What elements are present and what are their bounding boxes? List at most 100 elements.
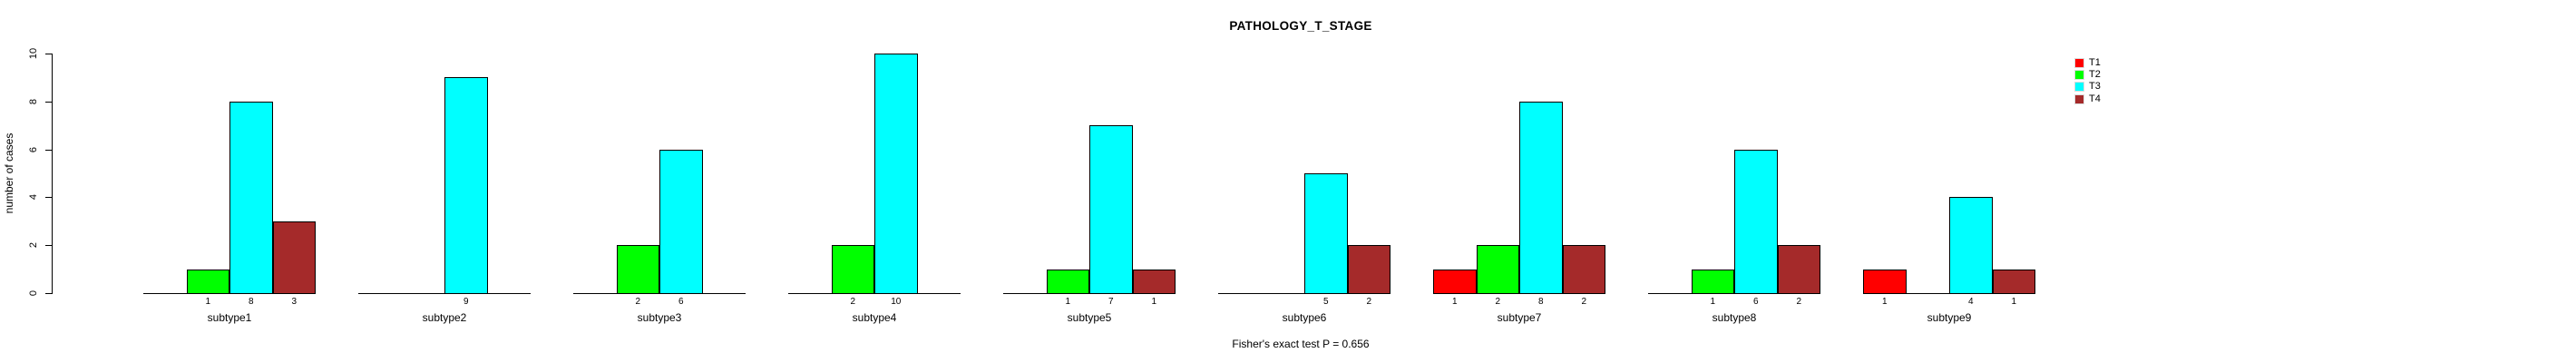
bar-T2-subtype7	[1476, 245, 1519, 294]
bar-T2-subtype8	[1691, 270, 1734, 294]
chart-title: PATHOLOGY_T_STAGE	[1229, 19, 1372, 33]
y-axis-tick-label: 4	[28, 193, 39, 201]
category-label: subtype7	[1497, 311, 1542, 324]
bar-value-label: 1	[1451, 297, 1458, 307]
bar-value-label: 6	[678, 297, 684, 307]
bar-group-subtype9: 1 4 1 subtype9	[1863, 0, 2035, 363]
y-axis-title: number of cases	[3, 132, 15, 214]
category-label: subtype8	[1712, 311, 1757, 324]
bar-value-label: 1	[2011, 297, 2017, 307]
x-axis-line	[1003, 293, 1176, 294]
bar-T3-subtype6	[1304, 173, 1348, 294]
category-label: subtype3	[637, 311, 682, 324]
fisher-test-annotation: Fisher's exact test P = 0.656	[1232, 338, 1370, 350]
bar-T2-subtype3	[616, 245, 659, 294]
x-axis-line	[358, 293, 531, 294]
bar-T1-subtype9	[1863, 270, 1907, 294]
bar-group-subtype5: 1 7 1 subtype5	[1003, 0, 1176, 363]
y-axis-tick	[45, 197, 52, 198]
y-axis-tick	[45, 245, 52, 246]
y-axis-tick-label: 10	[28, 47, 39, 60]
bar-value-label: 1	[1065, 297, 1071, 307]
legend-item-T4: T4	[2074, 94, 2101, 104]
bar-group-subtype6: 5 2 subtype6	[1218, 0, 1390, 363]
category-label: subtype2	[422, 311, 467, 324]
category-label: subtype4	[852, 311, 897, 324]
bar-T1-subtype7	[1433, 270, 1477, 294]
x-axis-line	[1218, 293, 1390, 294]
bar-T3-subtype8	[1734, 150, 1778, 294]
bar-T4-subtype1	[272, 221, 316, 294]
bar-T4-subtype7	[1562, 245, 1605, 294]
legend-label: T1	[2089, 57, 2101, 68]
legend-swatch-T2	[2074, 70, 2084, 80]
bar-group-subtype2: 9 subtype2	[358, 0, 531, 363]
bar-value-label: 2	[1796, 297, 1802, 307]
bar-value-label: 2	[1366, 297, 1372, 307]
x-axis-line	[143, 293, 316, 294]
bar-T4-subtype6	[1347, 245, 1390, 294]
bar-value-label: 4	[1967, 297, 1974, 307]
bar-T3-subtype1	[229, 102, 273, 294]
bar-value-label: 8	[248, 297, 254, 307]
bar-T4-subtype9	[1992, 270, 2035, 294]
bar-T2-subtype1	[186, 270, 229, 294]
legend-item-T1: T1	[2074, 58, 2101, 68]
bar-T2-subtype4	[831, 245, 874, 294]
bar-value-label: 1	[1151, 297, 1157, 307]
bar-value-label: 2	[635, 297, 641, 307]
bar-group-subtype8: 1 6 2 subtype8	[1648, 0, 1820, 363]
bar-value-label: 10	[891, 297, 902, 307]
legend-item-T3: T3	[2074, 82, 2101, 92]
bar-T3-subtype9	[1949, 197, 1993, 294]
bar-value-label: 2	[1495, 297, 1501, 307]
bar-value-label: 2	[850, 297, 856, 307]
bar-value-label: 1	[1881, 297, 1888, 307]
legend-swatch-T1	[2074, 58, 2084, 68]
bar-group-subtype4: 2 10 subtype4	[788, 0, 961, 363]
y-axis-tick-label: 0	[28, 289, 39, 297]
bar-T3-subtype4	[874, 54, 918, 294]
bar-value-label: 2	[1581, 297, 1587, 307]
y-axis-tick	[45, 293, 52, 294]
bar-T3-subtype3	[659, 150, 703, 294]
y-axis-tick-label: 8	[28, 98, 39, 105]
legend-item-T2: T2	[2074, 70, 2101, 80]
category-label: subtype1	[207, 311, 252, 324]
bar-T4-subtype8	[1777, 245, 1820, 294]
legend-label: T2	[2089, 69, 2101, 80]
bar-value-label: 3	[291, 297, 298, 307]
legend-swatch-T4	[2074, 94, 2084, 104]
y-axis-line	[52, 54, 53, 294]
bar-T3-subtype5	[1089, 125, 1133, 294]
legend-label: T4	[2089, 93, 2101, 104]
category-label: subtype5	[1067, 311, 1112, 324]
bar-T4-subtype5	[1132, 270, 1176, 294]
bar-value-label: 1	[1710, 297, 1716, 307]
bar-value-label: 6	[1752, 297, 1759, 307]
bar-value-label: 8	[1537, 297, 1544, 307]
x-axis-line	[1863, 293, 2035, 294]
bar-T2-subtype5	[1046, 270, 1089, 294]
category-label: subtype6	[1282, 311, 1327, 324]
x-axis-line	[788, 293, 961, 294]
legend-swatch-T3	[2074, 82, 2084, 92]
bar-group-subtype7: 1 2 8 2 subtype7	[1433, 0, 1605, 363]
bar-T3-subtype2	[444, 77, 488, 294]
bar-T3-subtype7	[1519, 102, 1563, 294]
y-axis-tick-label: 6	[28, 146, 39, 153]
bar-group-subtype1: 1 8 3 subtype1	[143, 0, 316, 363]
bar-group-subtype3: 2 6 subtype3	[573, 0, 746, 363]
category-label: subtype9	[1927, 311, 1972, 324]
bar-value-label: 1	[205, 297, 211, 307]
y-axis-tick	[45, 102, 52, 103]
x-axis-line	[1433, 293, 1605, 294]
bar-value-label: 5	[1322, 297, 1329, 307]
bar-value-label: 9	[463, 297, 469, 307]
y-axis-tick-label: 2	[28, 241, 39, 249]
y-axis-tick	[45, 150, 52, 151]
bar-value-label: 7	[1107, 297, 1114, 307]
x-axis-line	[573, 293, 746, 294]
legend-label: T3	[2089, 81, 2101, 92]
